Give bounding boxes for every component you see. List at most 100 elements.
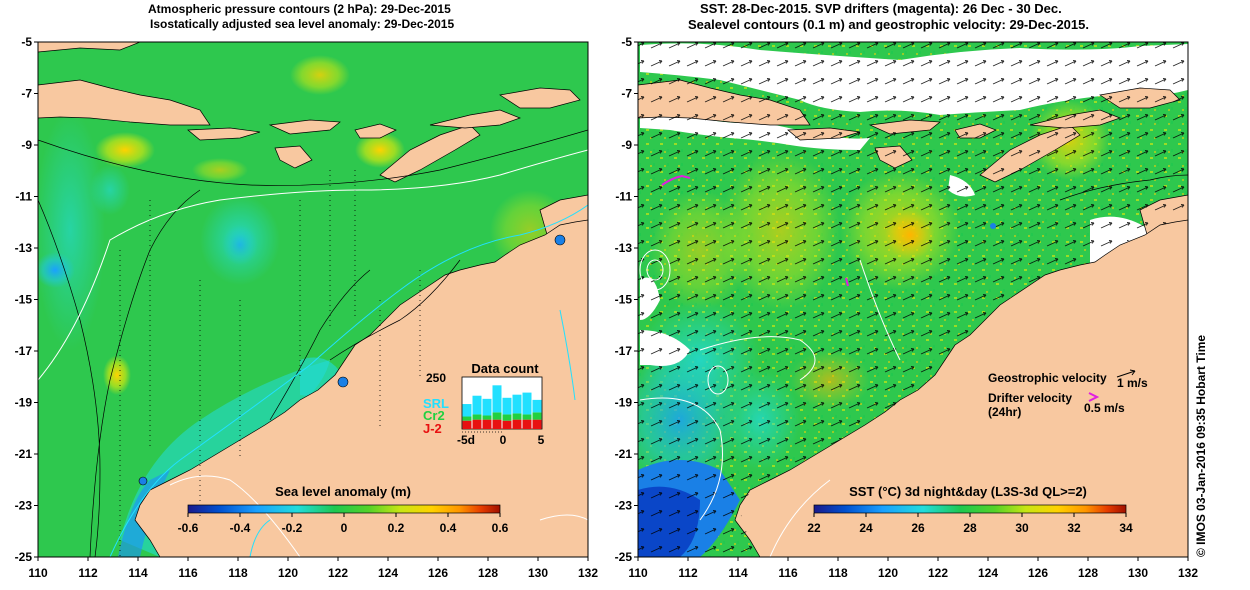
left-lon-tick-label: 130 bbox=[528, 566, 548, 580]
right-colorbar-tick-label: 24 bbox=[859, 521, 873, 535]
left-colorbar-tick-label: 0.4 bbox=[440, 521, 457, 535]
data-count-bar-j-2 bbox=[462, 420, 472, 429]
left-colorbar-tick-label: -0.6 bbox=[178, 521, 199, 535]
data-count-series-j2: J-2 bbox=[423, 421, 442, 436]
data-count-bar-j-2 bbox=[482, 419, 492, 429]
left-lon-tick-label: 128 bbox=[478, 566, 498, 580]
sea-level-contours bbox=[38, 149, 588, 557]
right-lat-tick-label: -17 bbox=[615, 344, 633, 358]
right-lat-tick-label: -25 bbox=[615, 550, 633, 564]
right-lon-tick-label: 118 bbox=[828, 566, 848, 580]
left-lon-tick-label: 120 bbox=[278, 566, 298, 580]
data-count-bar-j-2 bbox=[522, 419, 532, 429]
left-lon-tick-label: 126 bbox=[428, 566, 448, 580]
left-lat-tick-label: -11 bbox=[15, 190, 32, 204]
left-lat-tick-label: -15 bbox=[15, 293, 33, 307]
right-colorbar-ticks: 22 24 26 28 30 32 34 bbox=[807, 513, 1133, 535]
geostrophic-velocity-arrows bbox=[638, 42, 1188, 557]
data-count-inset: Data count 250 SRL Cr2 J-2 -5d 0 5 bbox=[423, 361, 545, 447]
right-lon-tick-label: 130 bbox=[1128, 566, 1148, 580]
data-count-bar-cr2 bbox=[462, 416, 472, 421]
right-colorbar bbox=[813, 504, 1127, 514]
imos-credit: © IMOS 03-Jan-2016 09:35 Hobart Time bbox=[1194, 335, 1208, 557]
left-lat-tick-label: -25 bbox=[15, 550, 33, 564]
right-lat-tick-label: -21 bbox=[615, 447, 633, 461]
right-lon-tick-label: 114 bbox=[728, 566, 748, 580]
right-lat-tick-label: -5 bbox=[621, 35, 632, 49]
drifter-velocity-label: Drifter velocity bbox=[988, 391, 1072, 405]
left-colorbar-ticks: -0.6 -0.4 -0.2 0 0.2 0.4 0.6 bbox=[178, 513, 509, 535]
right-colorbar-title: SST (°C) 3d night&day (L3S-3d QL>=2) bbox=[849, 484, 1087, 499]
drifter-velocity-scale: 0.5 m/s bbox=[1084, 401, 1125, 415]
data-count-bar-srl bbox=[472, 395, 482, 415]
data-count-xtick-5: 5 bbox=[538, 433, 545, 447]
left-map bbox=[38, 42, 588, 557]
data-count-bars bbox=[462, 385, 542, 429]
data-count-bar-cr2 bbox=[512, 413, 522, 420]
data-count-bar-srl bbox=[532, 399, 542, 413]
pressure-contours-dotted bbox=[119, 170, 421, 557]
right-title-line1: SST: 28-Dec-2015. SVP drifters (magenta)… bbox=[700, 1, 1062, 16]
left-lon-tick-label: 122 bbox=[328, 566, 348, 580]
left-title-line1: Atmospheric pressure contours (2 hPa): 2… bbox=[148, 2, 451, 16]
right-lon-tick-label: 116 bbox=[778, 566, 798, 580]
right-lon-tick-label: 128 bbox=[1078, 566, 1098, 580]
right-colorbar-tick-label: 34 bbox=[1119, 521, 1133, 535]
right-lon-tick-label: 124 bbox=[978, 566, 998, 580]
data-count-bar-cr2 bbox=[482, 415, 492, 420]
svp-drifters bbox=[661, 174, 849, 287]
left-colorbar-tick-label: -0.4 bbox=[230, 521, 251, 535]
right-lon-tick-label: 112 bbox=[678, 566, 698, 580]
data-count-bar-srl bbox=[512, 394, 522, 414]
data-count-ymax: 250 bbox=[426, 371, 446, 385]
data-count-title: Data count bbox=[471, 361, 539, 376]
right-lat-tick-label: -7 bbox=[621, 87, 632, 101]
data-count-bar-cr2 bbox=[492, 412, 502, 420]
left-colorbar-tick-label: -0.2 bbox=[282, 521, 303, 535]
right-colorbar-tick-label: 22 bbox=[807, 521, 821, 535]
left-lat-tick-label: -23 bbox=[15, 499, 33, 513]
right-lon-tick-label: 122 bbox=[928, 566, 948, 580]
left-lat-tick-label: -21 bbox=[15, 447, 33, 461]
data-count-bar-srl bbox=[492, 385, 502, 413]
left-lat-tick-label: -9 bbox=[21, 138, 32, 152]
right-lat-tick-label: -23 bbox=[615, 499, 633, 513]
left-lon-tick-label: 114 bbox=[128, 566, 148, 580]
data-count-bar-cr2 bbox=[532, 412, 542, 420]
left-colorbar bbox=[187, 504, 501, 514]
left-lon-tick-label: 112 bbox=[78, 566, 98, 580]
left-lat-tick-label: -7 bbox=[21, 87, 32, 101]
velocity-legend: Geostrophic velocity 1 m/s Drifter veloc… bbox=[988, 369, 1148, 419]
right-colorbar-tick-label: 32 bbox=[1067, 521, 1081, 535]
right-lat-tick-label: -19 bbox=[615, 396, 633, 410]
data-count-bar-srl bbox=[462, 404, 472, 417]
left-lon-tick-label: 110 bbox=[28, 566, 48, 580]
data-count-bar-j-2 bbox=[502, 420, 512, 429]
axis-ticks: -5 -7 -9 -11 -13 -15 -17 -19 -21 -23 -25 110 112 114 1… bbox=[15, 35, 1199, 580]
right-lat-tick-label: -13 bbox=[615, 241, 633, 255]
data-count-bar-srl bbox=[522, 392, 532, 415]
right-lon-tick-label: 110 bbox=[628, 566, 648, 580]
data-count-bar-j-2 bbox=[472, 419, 482, 429]
right-title-line2: Sealevel contours (0.1 m) and geostrophi… bbox=[688, 17, 1089, 32]
geostrophic-velocity-label: Geostrophic velocity bbox=[988, 371, 1107, 385]
left-lon-tick-label: 118 bbox=[228, 566, 248, 580]
data-count-bar-j-2 bbox=[492, 419, 502, 429]
geostrophic-scale-arrow bbox=[1116, 370, 1136, 378]
left-colorbar-title: Sea level anomaly (m) bbox=[275, 484, 411, 499]
left-lat-tick-label: -13 bbox=[15, 241, 33, 255]
left-lat-tick-label: -17 bbox=[15, 344, 33, 358]
left-colorbar-tick-label: 0 bbox=[341, 521, 348, 535]
left-lat-tick-label: -19 bbox=[15, 396, 33, 410]
right-lat-tick-label: -9 bbox=[621, 138, 632, 152]
data-count-bar-j-2 bbox=[532, 419, 542, 429]
data-count-series-cr2: Cr2 bbox=[423, 408, 445, 423]
data-count-bar-j-2 bbox=[512, 419, 522, 429]
right-lat-tick-label: -11 bbox=[615, 190, 632, 204]
right-sea-level-contours bbox=[639, 249, 901, 557]
left-colorbar-tick-label: 0.6 bbox=[492, 521, 509, 535]
data-count-xtick-minus5: -5d bbox=[457, 433, 475, 447]
data-count-bar-srl bbox=[482, 398, 492, 416]
geostrophic-velocity-scale: 1 m/s bbox=[1117, 376, 1148, 390]
data-count-series-srl: SRL bbox=[423, 396, 449, 411]
